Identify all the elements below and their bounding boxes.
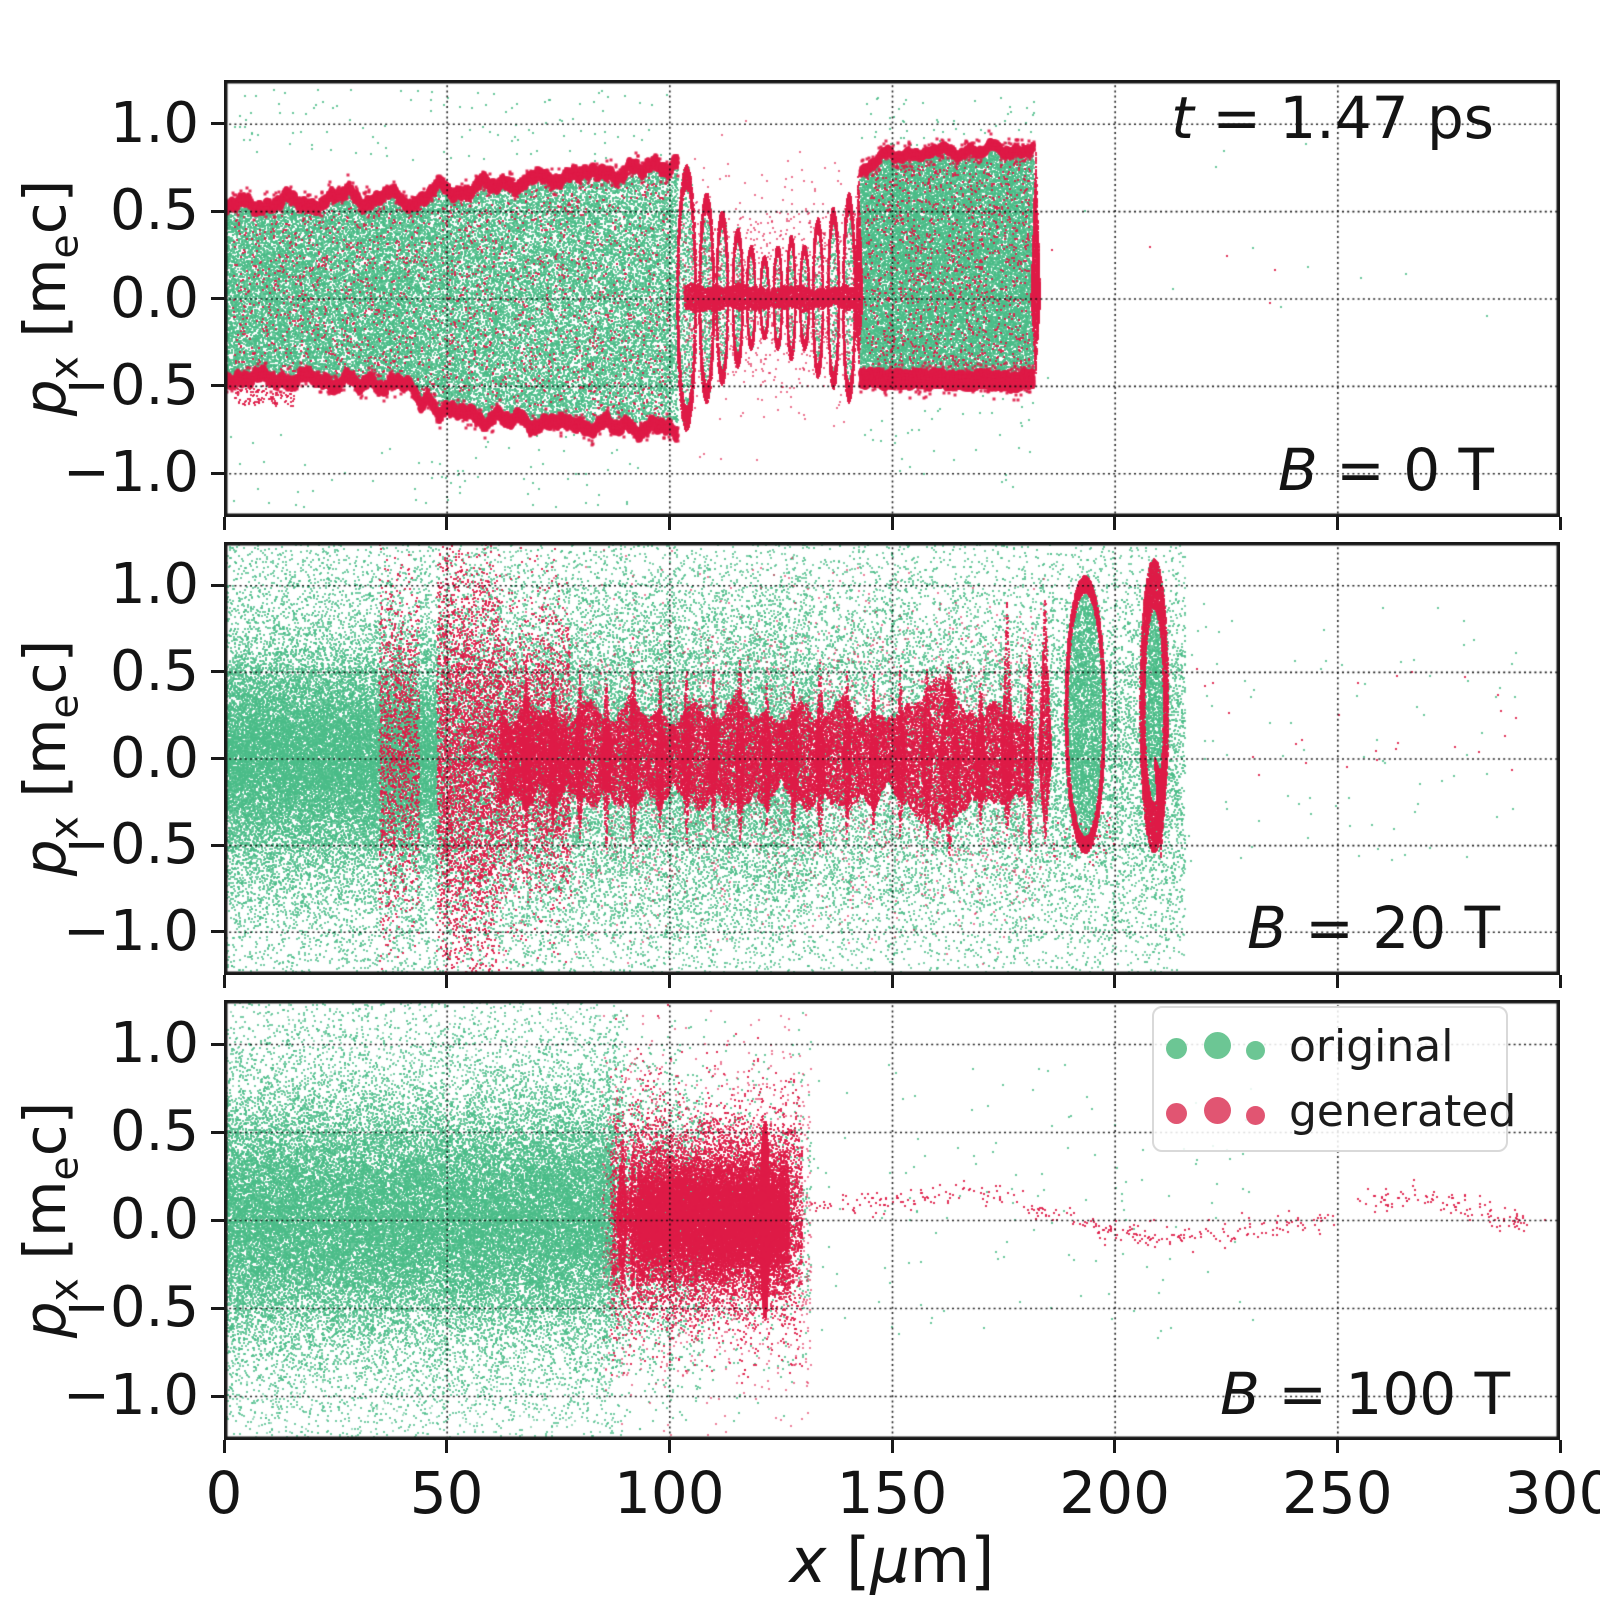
y-tick	[211, 930, 224, 934]
x-tick-label: 50	[409, 1459, 484, 1527]
y-axis-label-bottom: px [mec]	[11, 1101, 88, 1339]
legend-entry-original: original	[1154, 1019, 1506, 1075]
x-tick-label: 200	[1059, 1459, 1171, 1527]
x-tick	[445, 975, 449, 988]
x-tick	[1558, 1440, 1562, 1453]
y-tick	[211, 1042, 224, 1046]
y-axis-unit-subscript: e	[41, 234, 88, 259]
x-tick	[667, 1440, 671, 1453]
y-tick	[211, 122, 224, 126]
y-tick	[211, 1130, 224, 1134]
y-tick	[211, 1306, 224, 1310]
y-tick	[211, 1218, 224, 1222]
x-tick	[667, 517, 671, 530]
y-tick-label: −1.0	[63, 898, 199, 964]
x-tick	[222, 975, 226, 988]
legend: original generated	[1152, 1006, 1516, 1152]
y-tick-label: −1.0	[63, 440, 199, 506]
legend-marker-original	[1154, 1027, 1289, 1067]
dot-icon	[1204, 1096, 1231, 1124]
x-tick-label: 250	[1281, 1459, 1393, 1527]
x-tick	[1335, 975, 1339, 988]
x-tick-label: 100	[613, 1459, 725, 1527]
x-tick-label: 0	[205, 1459, 243, 1527]
x-tick	[222, 1440, 226, 1453]
y-tick	[211, 384, 224, 388]
field-annotation-b0: B = 0 T	[1277, 436, 1494, 504]
y-tick	[211, 670, 224, 674]
x-tick	[1335, 1440, 1339, 1453]
x-tick-label: 300	[1504, 1459, 1600, 1527]
y-axis-label-middle: px [mec]	[11, 639, 88, 877]
y-axis-variable-subscript: x	[41, 356, 88, 380]
x-tick	[1558, 975, 1562, 988]
y-axis-unit-close: c]	[11, 179, 79, 235]
y-tick	[211, 471, 224, 475]
y-axis-label-top: px [mec]	[11, 78, 88, 518]
legend-entry-generated: generated	[1154, 1084, 1516, 1140]
dot-icon	[1246, 1040, 1265, 1060]
x-tick	[1558, 517, 1562, 530]
time-annotation: t = 1.47 ps	[1171, 84, 1494, 152]
dot-icon	[1204, 1031, 1231, 1059]
x-tick	[667, 975, 671, 988]
y-tick	[211, 297, 224, 300]
dot-icon	[1246, 1105, 1265, 1125]
panel-canvas-b0	[224, 80, 1560, 517]
x-tick	[1113, 975, 1117, 988]
legend-label-original: original	[1289, 1021, 1454, 1072]
panel-canvas-b20	[224, 542, 1560, 975]
y-tick-label: 0.5	[109, 1099, 199, 1164]
y-tick-label: 0.5	[109, 178, 199, 244]
y-tick-label: 1.0	[109, 90, 199, 156]
legend-marker-generated	[1154, 1092, 1289, 1132]
y-tick-label: 1.0	[109, 552, 199, 618]
x-axis-label: x [μm]	[789, 1524, 995, 1597]
y-tick-label: −0.5	[63, 352, 199, 418]
y-axis-variable: p	[11, 379, 79, 417]
x-tick	[445, 1440, 449, 1453]
field-annotation-b100: B = 100 T	[1220, 1360, 1510, 1428]
x-tick	[890, 517, 894, 530]
x-tick	[1113, 517, 1117, 530]
y-tick-label: 0.0	[109, 265, 199, 331]
field-annotation-b20: B = 20 T	[1247, 894, 1500, 962]
y-tick-label: 0.0	[109, 1187, 199, 1252]
y-tick-label: −0.5	[63, 1275, 199, 1340]
dot-icon	[1166, 1102, 1187, 1124]
legend-label-generated: generated	[1289, 1086, 1517, 1137]
x-tick	[890, 1440, 894, 1453]
y-tick	[211, 583, 224, 587]
x-tick-label: 150	[836, 1459, 948, 1527]
y-tick-label: 0.5	[109, 638, 199, 704]
y-tick	[211, 757, 224, 760]
y-axis-unit-open: [m	[11, 258, 79, 357]
y-tick	[211, 209, 224, 213]
y-tick-label: 1.0	[109, 1011, 199, 1076]
y-tick	[211, 843, 224, 847]
dot-icon	[1166, 1037, 1187, 1059]
x-tick	[445, 517, 449, 530]
x-tick	[222, 517, 226, 530]
y-tick-label: 0.0	[109, 725, 199, 791]
y-tick	[211, 1394, 224, 1398]
x-tick	[890, 975, 894, 988]
x-tick	[1113, 1440, 1117, 1453]
mu-symbol: μ	[870, 1524, 910, 1597]
x-tick	[1335, 517, 1339, 530]
x-axis-variable: x	[789, 1524, 827, 1597]
y-tick-label: −0.5	[63, 812, 199, 878]
y-tick-label: −1.0	[63, 1363, 199, 1428]
